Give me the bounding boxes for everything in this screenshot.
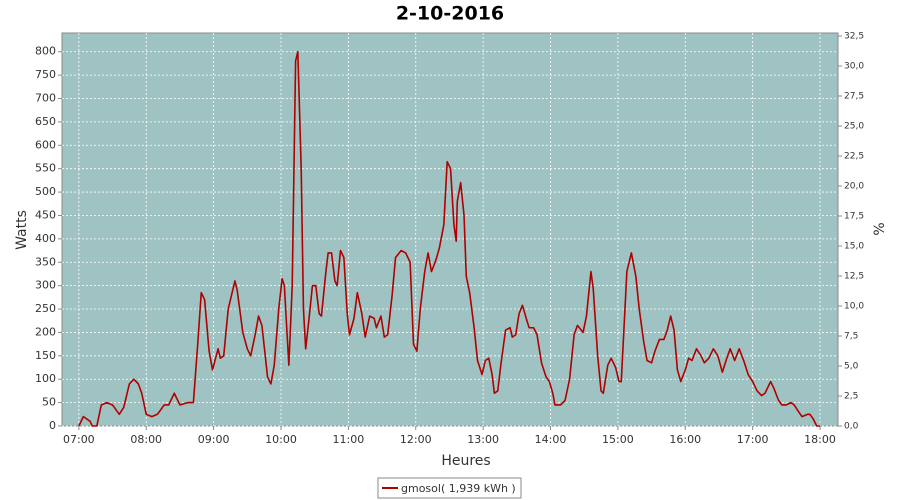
x-tick-label: 16:00 — [669, 433, 701, 446]
y2-tick-label: 27,5 — [844, 92, 864, 102]
y2-tick-label: 30,0 — [844, 62, 864, 72]
x-tick-label: 13:00 — [467, 433, 499, 446]
y-tick-label: 800 — [35, 45, 56, 58]
y-tick-label: 100 — [35, 372, 56, 385]
y-tick-label: 150 — [35, 349, 56, 362]
y-tick-label: 300 — [35, 279, 56, 292]
y2-tick-label: 22,5 — [844, 152, 864, 162]
y2-tick-label: 20,0 — [844, 182, 864, 192]
x-tick-label: 12:00 — [400, 433, 432, 446]
y2-tick-label: 25,0 — [844, 122, 864, 132]
y2-tick-label: 2,5 — [844, 392, 858, 402]
y-tick-label: 600 — [35, 138, 56, 151]
y-tick-label: 400 — [35, 232, 56, 245]
x-tick-label: 18:00 — [804, 433, 836, 446]
y2-tick-label: 12,5 — [844, 272, 864, 282]
y-tick-label: 450 — [35, 208, 56, 221]
y-tick-label: 200 — [35, 325, 56, 338]
y2-tick-label: 32,5 — [844, 32, 864, 42]
y2-tick-label: 10,0 — [844, 302, 864, 312]
y-tick-label: 700 — [35, 92, 56, 105]
y-tick-label: 350 — [35, 255, 56, 268]
x-tick-label: 10:00 — [265, 433, 297, 446]
data-line — [78, 50, 821, 427]
x-tick-label: 08:00 — [130, 433, 162, 446]
y2-tick-label: 0,0 — [844, 422, 859, 432]
y-tick-label: 250 — [35, 302, 56, 315]
x-tick-label: 14:00 — [535, 433, 567, 446]
x-tick-label: 15:00 — [602, 433, 634, 446]
x-tick-label: 07:00 — [63, 433, 95, 446]
y-tick-label: 750 — [35, 68, 56, 81]
y2-axis-label: % — [872, 222, 888, 235]
chart-title: 2-10-2016 — [396, 3, 504, 25]
legend-box — [377, 477, 522, 499]
y2-tick-label: 17,5 — [844, 212, 864, 222]
legend-label: gmosol( 1,939 kWh ) — [401, 482, 516, 495]
y2-tick-label: 15,0 — [844, 242, 864, 252]
x-tick-label: 09:00 — [198, 433, 230, 446]
y-tick-label: 0 — [49, 419, 56, 432]
y-tick-label: 650 — [35, 115, 56, 128]
x-tick-label: 11:00 — [333, 433, 365, 446]
x-tick-label: 17:00 — [737, 433, 769, 446]
x-axis-label: Heures — [441, 453, 490, 469]
y2-tick-label: 5,0 — [844, 362, 859, 372]
y-axis-label: Watts — [14, 210, 30, 250]
legend: gmosol( 1,939 kWh ) — [377, 477, 522, 499]
y-tick-label: 550 — [35, 162, 56, 175]
y-tick-label: 50 — [42, 396, 56, 409]
y-tick-label: 500 — [35, 185, 56, 198]
y2-tick-label: 7,5 — [844, 332, 858, 342]
